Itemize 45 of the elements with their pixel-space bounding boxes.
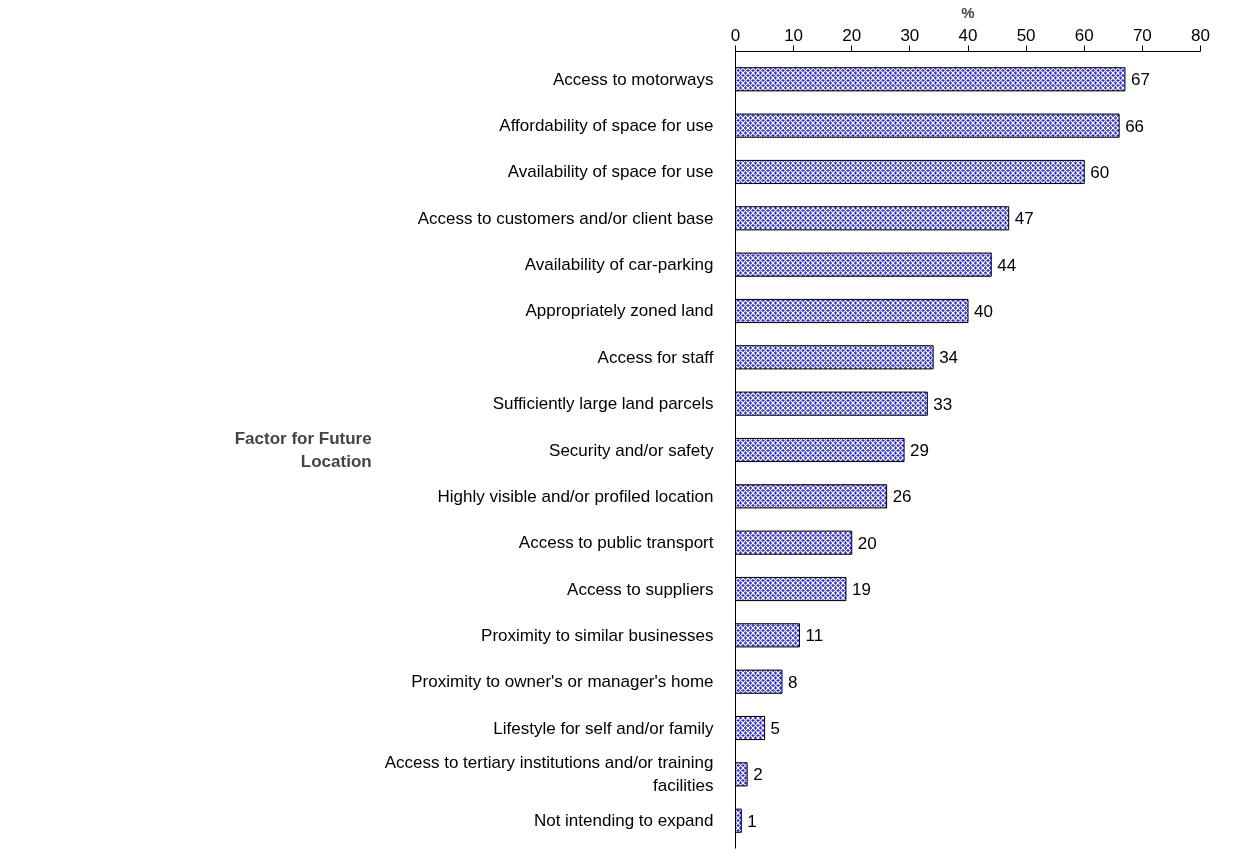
y-tick-label: Access to public transport (518, 533, 714, 553)
y-tick-label: Access to tertiary institutions and/or training facilities (384, 753, 714, 796)
y-tick-label: Sufficiently large land parcels (492, 394, 714, 414)
y-tick-label: Proximity to similar businesses (481, 625, 714, 645)
y-tick-label: Access to suppliers (567, 579, 714, 599)
data-label: 47 (1014, 209, 1034, 229)
x-axis-title: % (961, 3, 975, 21)
data-label: 60 (1090, 162, 1110, 182)
y-tick-label: Security and/or safety (549, 440, 714, 460)
x-tick-label: 70 (1132, 25, 1152, 45)
x-tick-label: 80 (1191, 25, 1210, 45)
y-tick-label: Affordability of space for use (499, 116, 714, 136)
x-tick-label: 10 (784, 25, 804, 45)
y-tick-label: Access to customers and/or client base (417, 208, 714, 228)
y-tick-label: Highly visible and/or profiled location (437, 486, 714, 506)
data-label: 29 (910, 441, 929, 460)
data-label: 44 (997, 255, 1017, 275)
data-label: 67 (1130, 70, 1150, 90)
y-axis-title: Factor for Future Location (234, 429, 372, 471)
y-tick-label: Not intending to expand (533, 811, 714, 831)
x-tick-label: 50 (1016, 25, 1036, 45)
x-tick-label: 0 (730, 25, 741, 45)
data-label: 33 (933, 394, 953, 414)
y-tick-label: Lifestyle for self and/or family (493, 718, 714, 738)
data-label: 19 (851, 580, 871, 600)
x-tick-label: 20 (842, 25, 862, 45)
data-label: 11 (805, 626, 824, 646)
x-tick-label: 40 (958, 25, 978, 45)
y-tick-label: Access to motorways (552, 69, 714, 89)
y-tick-label: Availability of space for use (507, 162, 714, 182)
data-label: 1 (747, 811, 757, 831)
data-label: 26 (892, 487, 912, 507)
data-label: 2 (753, 765, 763, 785)
data-label: 8 (788, 672, 798, 692)
y-tick-label: Appropriately zoned land (525, 301, 714, 321)
y-tick-label: Availability of car-parking (524, 255, 714, 275)
data-label: 34 (939, 348, 959, 368)
data-label: 5 (770, 719, 781, 739)
x-tick-label: 60 (1074, 25, 1094, 45)
data-label: 66 (1125, 116, 1145, 136)
y-tick-label: Access for staff (597, 347, 714, 367)
data-label: 40 (974, 301, 993, 321)
x-tick-label: 30 (900, 25, 920, 45)
y-tick-label: Proximity to owner's or manager's home (411, 672, 714, 692)
data-label: 20 (857, 533, 877, 553)
